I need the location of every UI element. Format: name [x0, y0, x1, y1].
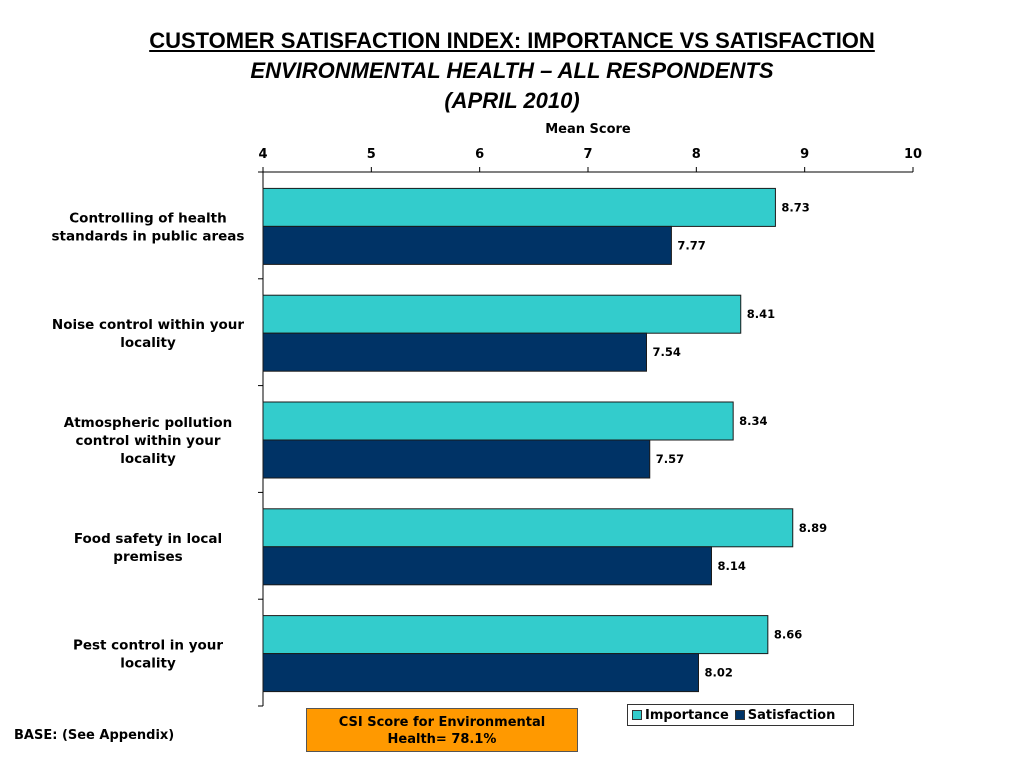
legend-item-importance: Importance	[632, 708, 729, 723]
x-axis-title: Mean Score	[545, 122, 631, 137]
data-label-importance: 8.73	[781, 200, 809, 214]
data-label-importance: 8.41	[747, 307, 775, 321]
x-tick-label: 8	[692, 147, 701, 162]
bar-importance	[262, 508, 794, 548]
csi-score-line1: CSI Score for Environmental	[338, 715, 546, 730]
title-block: CUSTOMER SATISFACTION INDEX: IMPORTANCE …	[0, 26, 1024, 116]
legend: Importance Satisfaction	[627, 704, 854, 726]
csi-score-box: CSI Score for Environmental Health= 78.1…	[306, 708, 578, 752]
bar-satisfaction	[262, 546, 712, 586]
data-label-importance: 8.66	[774, 628, 802, 642]
bar-satisfaction	[262, 225, 672, 265]
category-label: Atmospheric pollution control within your…	[64, 415, 232, 467]
bar-satisfaction	[262, 653, 699, 693]
legend-swatch-importance	[632, 710, 642, 720]
chart-subtitle: ENVIRONMENTAL HEALTH – ALL RESPONDENTS	[250, 58, 774, 83]
bar-importance	[262, 615, 769, 655]
data-label-importance: 8.89	[799, 521, 827, 535]
csi-score-line2: Health= 78.1%	[387, 732, 497, 747]
category-label: Food safety in local premises	[74, 531, 222, 565]
category-label-line: Pest control in your	[73, 638, 223, 654]
x-tick-label: 9	[800, 147, 809, 162]
data-label-importance: 8.34	[739, 414, 767, 428]
category-label: Controlling of health standards in public…	[52, 210, 245, 244]
legend-label-importance: Importance	[645, 707, 729, 723]
bar-importance	[262, 401, 734, 441]
chart-date: (APRIL 2010)	[444, 88, 580, 113]
data-label-satisfaction: 8.14	[718, 559, 746, 573]
category-label-line: premises	[113, 549, 182, 565]
bar-satisfaction	[262, 332, 647, 372]
category-label-line: locality	[120, 451, 176, 467]
base-note: BASE: (See Appendix)	[14, 728, 175, 743]
chart-title: CUSTOMER SATISFACTION INDEX: IMPORTANCE …	[149, 28, 875, 53]
category-label-line: Controlling of health	[69, 210, 226, 226]
data-label-satisfaction: 8.02	[705, 666, 733, 680]
category-label-line: Food safety in local	[74, 531, 222, 547]
bar-importance	[262, 294, 742, 334]
x-tick-label: 6	[475, 147, 484, 162]
data-label-satisfaction: 7.57	[656, 452, 684, 466]
data-label-satisfaction: 7.77	[677, 238, 705, 252]
category-label: Noise control within your locality	[52, 317, 244, 351]
category-label-line: control within your	[75, 433, 220, 449]
x-tick-label: 4	[258, 147, 267, 162]
x-tick-label: 5	[367, 147, 376, 162]
legend-item-satisfaction: Satisfaction	[734, 707, 836, 723]
bar-importance	[262, 187, 776, 227]
category-label-line: locality	[120, 656, 176, 672]
legend-swatch-satisfaction	[734, 710, 745, 720]
bar-satisfaction	[262, 439, 651, 479]
x-tick-label: 7	[583, 147, 592, 162]
category-label-line: standards in public areas	[52, 228, 245, 244]
category-label-line: Atmospheric pollution	[64, 415, 232, 431]
legend-label-satisfaction: Satisfaction	[747, 707, 836, 723]
x-tick-label: 10	[904, 147, 922, 162]
category-label-line: locality	[120, 335, 176, 351]
category-label-line: Noise control within your	[52, 317, 244, 333]
data-label-satisfaction: 7.54	[653, 345, 681, 359]
category-label: Pest control in your locality	[73, 638, 223, 672]
